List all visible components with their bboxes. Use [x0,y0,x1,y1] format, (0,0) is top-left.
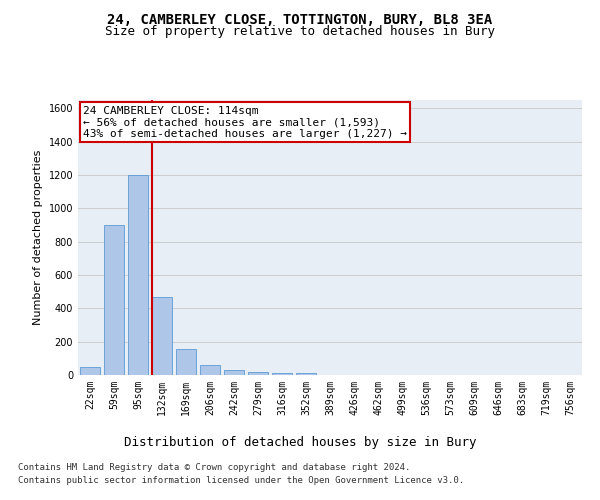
Text: 24 CAMBERLEY CLOSE: 114sqm
← 56% of detached houses are smaller (1,593)
43% of s: 24 CAMBERLEY CLOSE: 114sqm ← 56% of deta… [83,106,407,138]
Text: 24, CAMBERLEY CLOSE, TOTTINGTON, BURY, BL8 3EA: 24, CAMBERLEY CLOSE, TOTTINGTON, BURY, B… [107,12,493,26]
Bar [272,372,292,375]
Text: Distribution of detached houses by size in Bury: Distribution of detached houses by size … [124,436,476,449]
Bar [296,372,316,375]
Text: Contains HM Land Registry data © Crown copyright and database right 2024.: Contains HM Land Registry data © Crown c… [18,464,410,472]
Bar [224,370,244,375]
Bar [152,296,172,375]
Text: Contains public sector information licensed under the Open Government Licence v3: Contains public sector information licen… [18,476,464,485]
Bar [80,366,100,375]
Bar [248,372,268,375]
Bar [176,349,196,375]
Bar [128,175,148,375]
Y-axis label: Number of detached properties: Number of detached properties [33,150,43,325]
Text: Size of property relative to detached houses in Bury: Size of property relative to detached ho… [105,25,495,38]
Bar [200,365,220,375]
Bar [104,225,124,375]
